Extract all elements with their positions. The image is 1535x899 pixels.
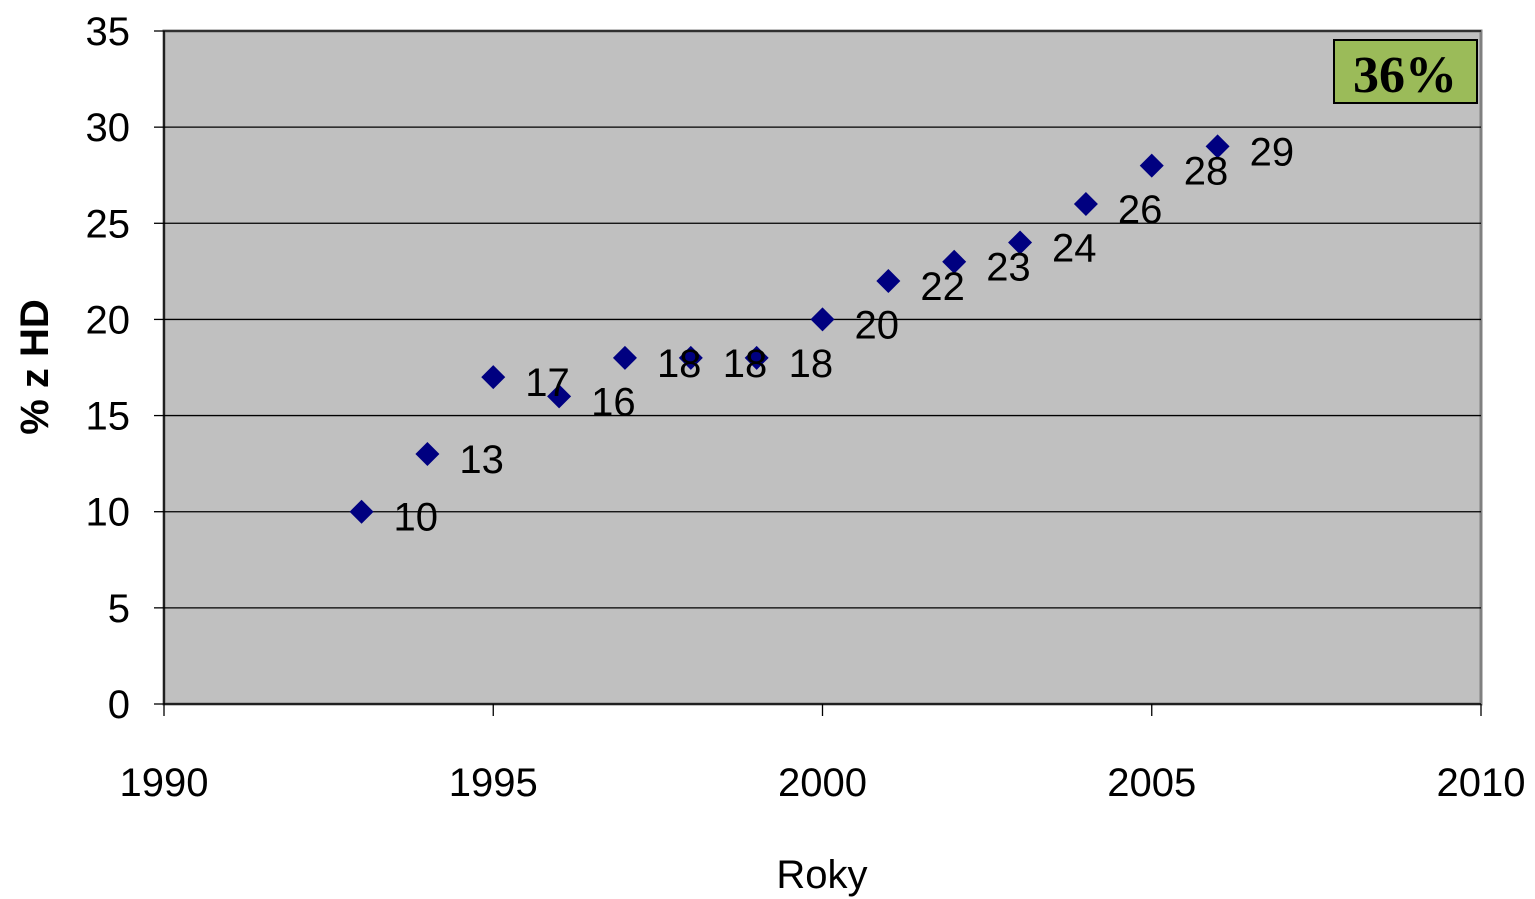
data-label-0-1: 13: [459, 438, 504, 482]
x-tick-label-3: 2005: [1107, 761, 1196, 805]
y-tick-label-5: 25: [86, 202, 131, 246]
data-label-0-5: 18: [723, 342, 768, 386]
data-label-0-4: 18: [657, 342, 702, 386]
y-tick-label-1: 5: [108, 587, 130, 631]
y-tick-label-7: 35: [86, 10, 131, 54]
data-label-0-2: 17: [525, 361, 570, 405]
x-tick-label-1: 1995: [449, 761, 538, 805]
y-tick-label-2: 10: [86, 491, 131, 535]
data-point-0-5: [678, 345, 703, 370]
x-axis-title: Roky: [776, 853, 867, 897]
data-label-0-11: 26: [1118, 188, 1163, 232]
data-points: [349, 134, 1230, 524]
y-axis-title: % z HD: [13, 299, 57, 435]
data-point-0-4: [612, 345, 637, 370]
data-point-0-10: [1008, 230, 1033, 255]
data-point-0-8: [876, 268, 901, 293]
annotation-text: 36%: [1353, 47, 1457, 104]
data-point-0-11: [1073, 192, 1098, 217]
plot-area: [162, 29, 1483, 706]
data-point-0-3: [547, 384, 572, 409]
y-tick-label-4: 20: [86, 298, 131, 342]
gridlines: [164, 30, 1481, 609]
data-point-0-6: [744, 345, 769, 370]
y-tick-label-0: 0: [108, 683, 130, 727]
x-tick-label-4: 2010: [1437, 761, 1526, 805]
data-label-0-10: 24: [1052, 227, 1097, 271]
y-tick-label-3: 15: [86, 395, 131, 439]
data-label-0-12: 28: [1184, 150, 1229, 194]
data-label-0-8: 22: [920, 265, 965, 309]
data-label-0-6: 18: [789, 342, 834, 386]
data-point-0-12: [1139, 153, 1164, 178]
data-label-0-13: 29: [1250, 130, 1295, 174]
data-point-0-1: [415, 442, 440, 467]
data-label-0-9: 23: [986, 246, 1030, 290]
data-label-0-3: 16: [591, 380, 636, 424]
annotation-background: [1333, 39, 1478, 104]
data-point-0-0: [349, 499, 374, 524]
x-tick-label-2: 2000: [778, 761, 867, 805]
data-point-0-7: [810, 307, 835, 332]
y-tick-label-6: 30: [86, 106, 131, 150]
annotation-box: 36%: [1333, 39, 1478, 104]
data-point-0-13: [1205, 134, 1230, 159]
data-labels: 10 13 17 16 18 18 18 20 22 23 24 26 28 29: [394, 130, 1295, 539]
data-label-0-0: 10: [394, 496, 439, 540]
x-tick-label-0: 1990: [120, 761, 209, 805]
data-label-0-7: 20: [855, 303, 900, 347]
data-point-0-9: [942, 249, 967, 274]
data-point-0-2: [481, 365, 506, 390]
